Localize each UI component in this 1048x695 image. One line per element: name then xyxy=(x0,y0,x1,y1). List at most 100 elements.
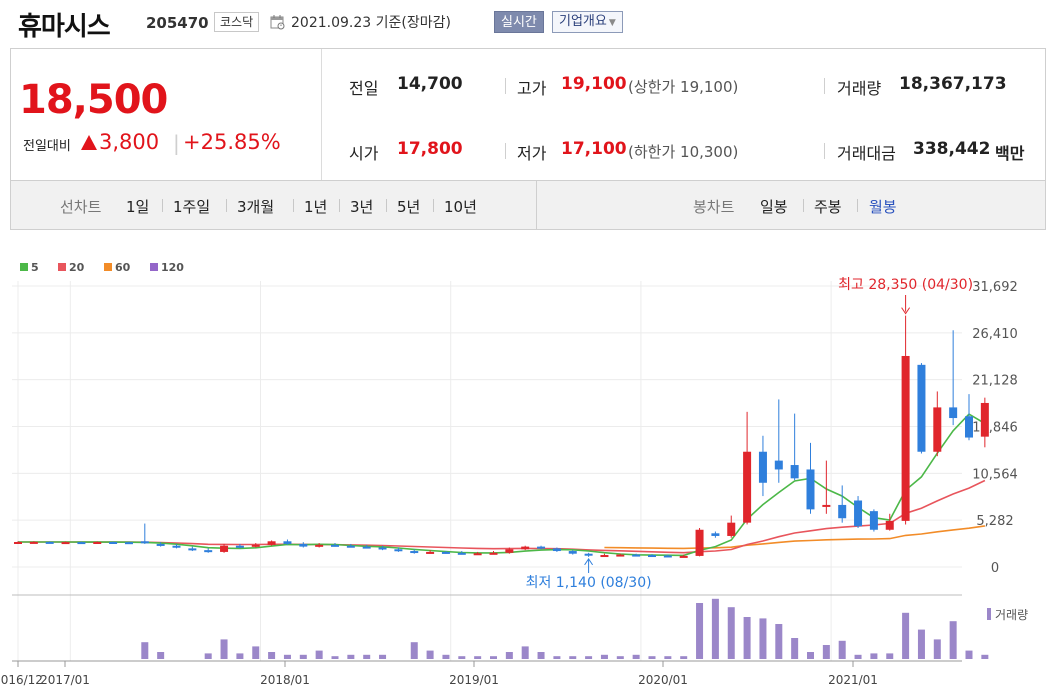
candle-body xyxy=(346,545,355,548)
volume-bar xyxy=(981,654,989,659)
candle-body xyxy=(774,460,783,470)
legend-swatch xyxy=(150,263,158,271)
candle-chart-label: 봉차트 xyxy=(693,198,735,216)
candle-body xyxy=(14,541,22,544)
volume-legend-swatch xyxy=(987,608,991,620)
tab-3y[interactable]: 3년 xyxy=(350,198,374,216)
tab-10y[interactable]: 10년 xyxy=(444,198,477,216)
candle-body xyxy=(220,545,229,552)
candle-body xyxy=(980,402,989,437)
x-tick-label: 2018/01 xyxy=(260,673,310,687)
candle-body xyxy=(172,545,181,548)
legend-swatch xyxy=(58,263,66,271)
candle-body xyxy=(743,451,752,523)
volume-bar xyxy=(902,612,910,659)
volume-bar xyxy=(680,656,688,659)
lower-limit: (하한가 10,300) xyxy=(628,143,739,161)
company-overview-button[interactable]: 기업개요 ▼ xyxy=(552,11,623,33)
candle-body xyxy=(648,555,656,558)
volume-bar xyxy=(299,654,307,659)
line-chart-label: 선차트 xyxy=(60,198,102,216)
stock-name: 휴마시스 xyxy=(18,12,111,42)
y-tick-label: 26,410 xyxy=(972,327,1018,342)
separator xyxy=(339,199,340,212)
y-tick-label: 5,282 xyxy=(976,514,1013,529)
candle-body xyxy=(822,504,831,507)
volume-bar xyxy=(204,653,212,659)
volume-bar xyxy=(696,603,704,659)
volume-value: 18,367,173 xyxy=(899,74,1007,94)
separator: | xyxy=(173,131,180,155)
tab-1d[interactable]: 1일 xyxy=(126,198,150,216)
open-label: 시가 xyxy=(349,144,379,163)
upper-limit: (상한가 19,100) xyxy=(628,78,739,96)
candle-body xyxy=(441,551,450,554)
stock-header: 휴마시스 205470 코스닥 2021.09.23 기준(장마감) 실시간 기… xyxy=(0,0,1048,46)
realtime-button[interactable]: 실시간 xyxy=(494,11,544,33)
candle-body xyxy=(124,542,133,545)
tab-5y[interactable]: 5년 xyxy=(397,198,421,216)
candle-body xyxy=(917,364,926,452)
separator xyxy=(824,78,825,94)
separator xyxy=(226,199,227,212)
tab-daily[interactable]: 일봉 xyxy=(760,198,788,216)
volume-bar xyxy=(917,629,925,659)
stock-chart: 5 20 60 120 31,692 26,410 21,128 15,846 10,564 5,… xyxy=(0,261,1028,687)
volume-bar xyxy=(537,652,545,659)
legend-label: 60 xyxy=(115,261,131,274)
volume-bar xyxy=(600,654,608,659)
volume-bar xyxy=(283,654,291,659)
tab-1w[interactable]: 1주일 xyxy=(173,198,211,216)
volume-bar xyxy=(791,638,799,659)
amount-value: 338,442 xyxy=(913,139,991,159)
legend-label: 20 xyxy=(69,261,85,274)
legend-label: 120 xyxy=(161,261,184,274)
high-label: 고가 xyxy=(517,79,547,98)
market-badge: 코스닥 xyxy=(214,12,260,32)
company-overview-label: 기업개요 xyxy=(559,14,607,29)
candle-body xyxy=(410,551,419,554)
volume-bar xyxy=(347,654,355,659)
volume-bar xyxy=(949,621,957,659)
candle-body xyxy=(109,541,118,544)
high-value: 19,100 xyxy=(561,74,627,94)
candle-body xyxy=(949,407,958,419)
separator xyxy=(824,143,825,159)
separator xyxy=(857,199,858,212)
legend-swatch xyxy=(20,263,28,271)
candle-body xyxy=(283,541,292,544)
x-tick-label: 2020/01 xyxy=(638,673,688,687)
candle-body xyxy=(838,504,847,519)
ma5-line xyxy=(18,413,986,557)
candle-body xyxy=(600,555,609,558)
y-tick-label: 10,564 xyxy=(972,467,1018,482)
prev-close-value: 14,700 xyxy=(397,74,463,94)
volume-bar xyxy=(379,654,387,659)
volume-bar xyxy=(458,656,466,659)
candle-body xyxy=(616,554,625,557)
candle-body xyxy=(885,520,894,530)
volume-bar xyxy=(252,646,260,659)
candle-body xyxy=(45,541,54,544)
x-tick-label: 2021/01 xyxy=(828,673,878,687)
candle-body xyxy=(394,549,403,552)
tab-monthly[interactable]: 월봉 xyxy=(869,198,897,216)
tab-weekly[interactable]: 주봉 xyxy=(814,198,842,216)
candle-body xyxy=(489,552,498,555)
candle-body xyxy=(568,551,577,554)
candle-body xyxy=(584,553,593,556)
candle-body xyxy=(156,543,165,546)
candle-body xyxy=(869,511,878,530)
volume-bar xyxy=(854,654,862,659)
candle-body xyxy=(854,500,863,527)
tab-1y[interactable]: 1년 xyxy=(304,198,328,216)
tab-3m[interactable]: 3개월 xyxy=(237,198,275,216)
volume-bar xyxy=(759,618,767,659)
volume-bar xyxy=(933,639,941,659)
high-arrow-head xyxy=(901,307,911,315)
volume-bar xyxy=(236,653,244,659)
volume-bar xyxy=(711,598,719,659)
candle-body xyxy=(901,355,910,521)
candle-body xyxy=(204,550,213,553)
volume-bar xyxy=(141,642,149,659)
